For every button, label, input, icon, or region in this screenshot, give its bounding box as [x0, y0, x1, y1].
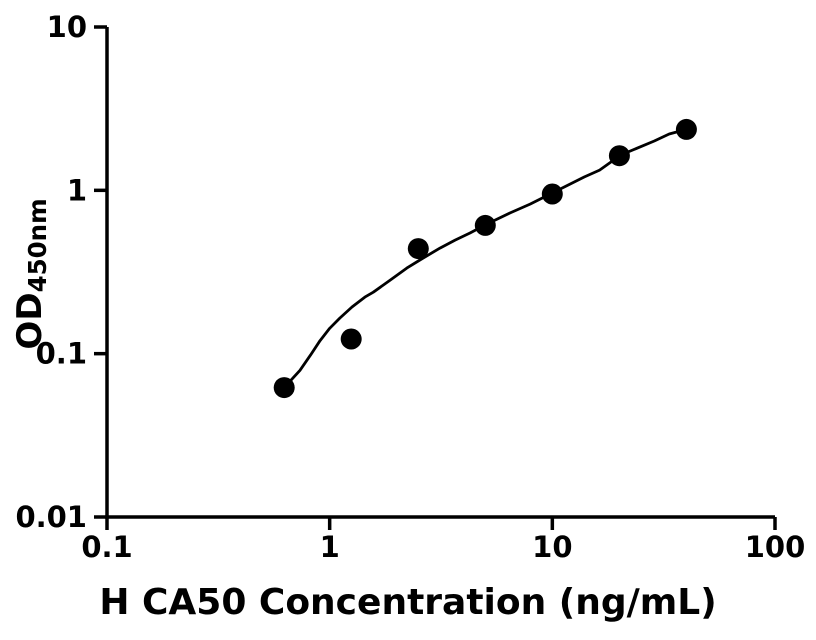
data-point: [474, 214, 496, 236]
data-point: [675, 118, 697, 140]
x-tick-label: 10: [532, 530, 572, 564]
x-tick-label: 1: [320, 530, 340, 564]
fit-curve: [282, 128, 688, 389]
x-tick-label: 100: [745, 530, 806, 564]
x-tick-label: 0.1: [81, 530, 132, 564]
y-axis-title: OD450nm: [10, 198, 53, 350]
data-point: [273, 377, 295, 399]
data-point: [340, 328, 362, 350]
data-point: [407, 238, 429, 260]
y-tick-label: 1: [67, 173, 87, 207]
y-tick-label: 0.1: [36, 337, 87, 371]
y-tick-label: 10: [47, 10, 87, 44]
x-axis-title: H CA50 Concentration (ng/mL): [99, 582, 717, 623]
od-subscript-label: 450nm: [23, 198, 53, 293]
data-point: [608, 145, 630, 167]
y-tick-label: 0.01: [15, 500, 87, 534]
data-point: [541, 183, 563, 205]
od-label: OD: [10, 292, 50, 350]
